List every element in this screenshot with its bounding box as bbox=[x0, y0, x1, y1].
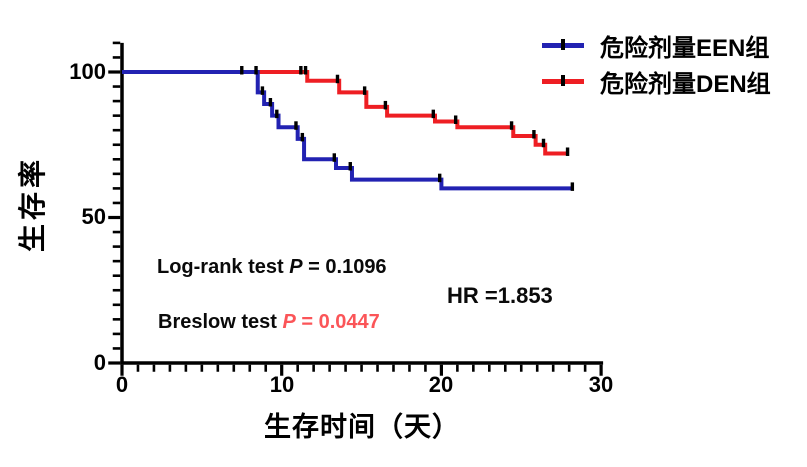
logrank-p-symbol: P bbox=[289, 256, 303, 278]
censor-tick-icon bbox=[561, 38, 565, 50]
y-tick-label-0: 0 bbox=[93, 350, 106, 375]
legend: 危险剂量EEN组 危险剂量DEN组 bbox=[542, 27, 771, 99]
breslow-p-symbol: P bbox=[282, 311, 296, 333]
logrank-text: Log-rank test bbox=[157, 256, 290, 278]
den-survival-curve bbox=[122, 70, 568, 156]
legend-label-een: 危险剂量EEN组 bbox=[600, 34, 770, 62]
legend-label-den: 危险剂量DEN组 bbox=[600, 70, 771, 98]
een-curve-key bbox=[542, 38, 584, 50]
x-tick-label-30: 30 bbox=[588, 372, 614, 397]
x-tick-label-10: 10 bbox=[269, 372, 295, 397]
x-axis-title: 生存时间（天） bbox=[264, 412, 460, 442]
een-survival-curve bbox=[122, 70, 573, 191]
y-tick-label-100: 100 bbox=[69, 59, 106, 84]
x-tick-label-0: 0 bbox=[115, 372, 129, 397]
hr-annotation: HR =1.853 bbox=[447, 283, 553, 308]
breslow-text: Breslow test bbox=[158, 311, 283, 333]
breslow-annotation: Breslow test P = 0.0447 bbox=[158, 311, 380, 334]
breslow-value: P = 0.0447 bbox=[282, 311, 380, 333]
den-curve-key bbox=[542, 74, 584, 86]
y-tick-label-50: 50 bbox=[81, 204, 106, 229]
logrank-value: = 0.1096 bbox=[302, 256, 387, 278]
legend-item-den: 危险剂量DEN组 bbox=[542, 63, 771, 99]
logrank-annotation: Log-rank test P = 0.1096 bbox=[157, 256, 387, 279]
legend-item-een: 危险剂量EEN组 bbox=[542, 27, 771, 63]
censor-tick-icon bbox=[561, 74, 565, 86]
x-tick-label-20: 20 bbox=[428, 372, 454, 397]
